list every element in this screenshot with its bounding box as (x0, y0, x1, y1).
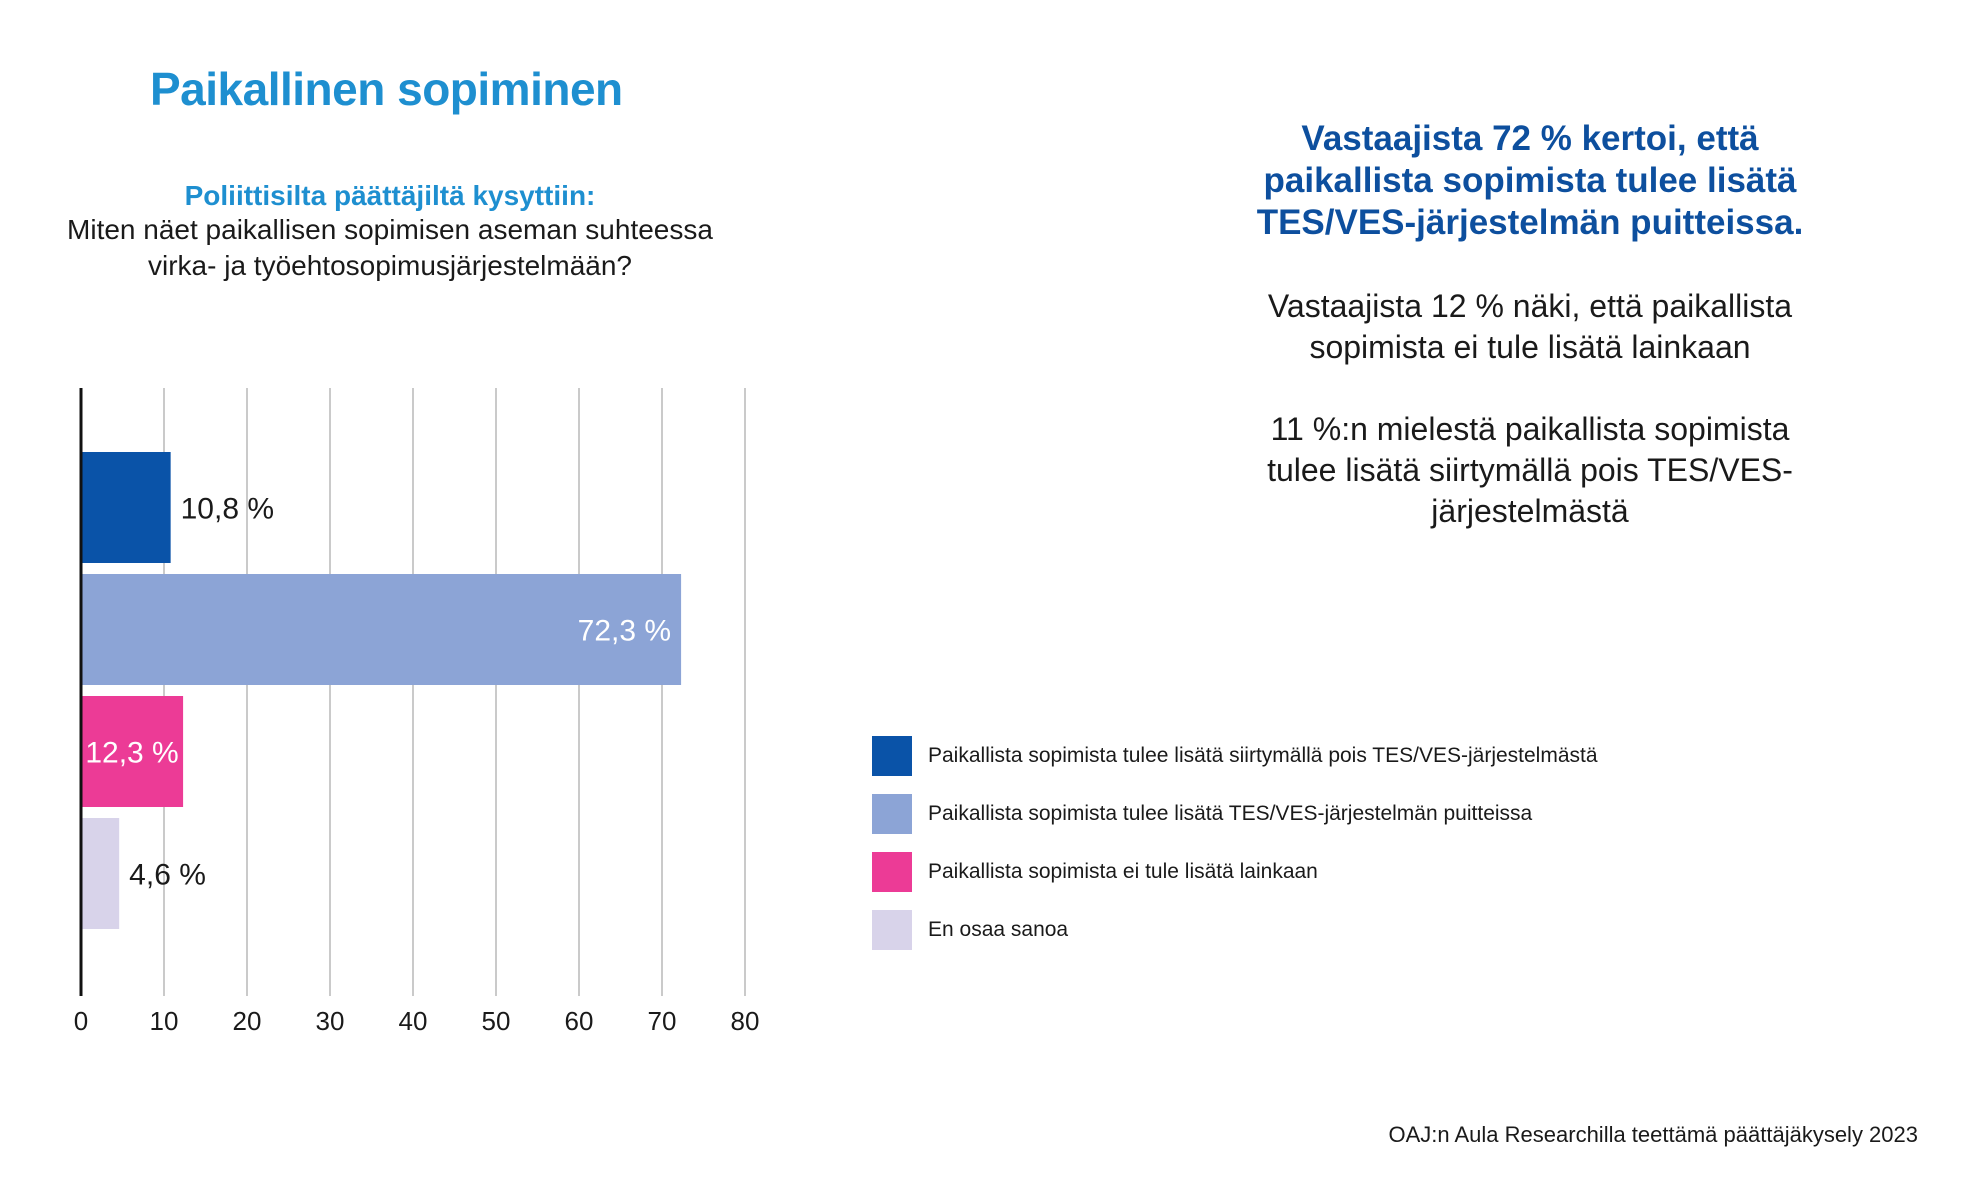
legend-swatch (872, 736, 912, 776)
x-tick-label: 70 (648, 1006, 677, 1036)
summary-note-1: Vastaajista 12 % näki, että paikallista … (1267, 288, 1793, 365)
x-tick-label: 60 (565, 1006, 594, 1036)
bar-value-label: 12,3 % (85, 737, 178, 770)
x-tick-label: 20 (233, 1006, 262, 1036)
x-tick-label: 10 (150, 1006, 179, 1036)
bar (81, 818, 120, 929)
legend-label: En osaa sanoa (928, 918, 1069, 941)
question-line-2: virka- ja työehtosopimusjärjestelmään? (148, 250, 632, 281)
bar-value-label: 4,6 % (129, 859, 206, 892)
chart-title: Paikallinen sopiminen (150, 63, 623, 115)
question-lead: Poliittisilta päättäjiltä kysyttiin: (184, 180, 596, 211)
x-tick-label: 50 (482, 1006, 511, 1036)
summary-highlight: Vastaajista 72 % kertoi, että paikallist… (1256, 119, 1804, 242)
x-tick-label: 80 (731, 1006, 760, 1036)
summary-note-2: 11 %:n mielestä paikallista sopimista tu… (1267, 411, 1793, 529)
legend-label: Paikallista sopimista ei tule lisätä lai… (928, 860, 1318, 883)
bar-value-label: 10,8 % (181, 493, 274, 526)
legend-label: Paikallista sopimista tulee lisätä TES/V… (928, 802, 1533, 825)
legend-label: Paikallista sopimista tulee lisätä siirt… (928, 744, 1598, 767)
bar (81, 696, 184, 807)
bar (81, 452, 171, 563)
legend-swatch (872, 910, 912, 950)
x-tick-label: 0 (74, 1006, 88, 1036)
source-note: OAJ:n Aula Researchilla teettämä päättäj… (1388, 1122, 1918, 1147)
bar-value-label: 72,3 % (578, 615, 671, 648)
x-tick-label: 30 (316, 1006, 345, 1036)
bar (81, 574, 682, 685)
bar-chart: 0 10 20 30 40 50 60 70 80 10,8 % 72,3 % 12,3 % 4,6 % (74, 388, 760, 1036)
legend-swatch (872, 794, 912, 834)
x-tick-label: 40 (399, 1006, 428, 1036)
survey-question: Poliittisilta päättäjiltä kysyttiin: Mit… (0, 180, 780, 284)
legend-swatch (872, 852, 912, 892)
summary-panel: Vastaajista 72 % kertoi, että paikallist… (1250, 118, 1810, 532)
question-line-1: Miten näet paikallisen sopimisen aseman … (67, 214, 713, 245)
